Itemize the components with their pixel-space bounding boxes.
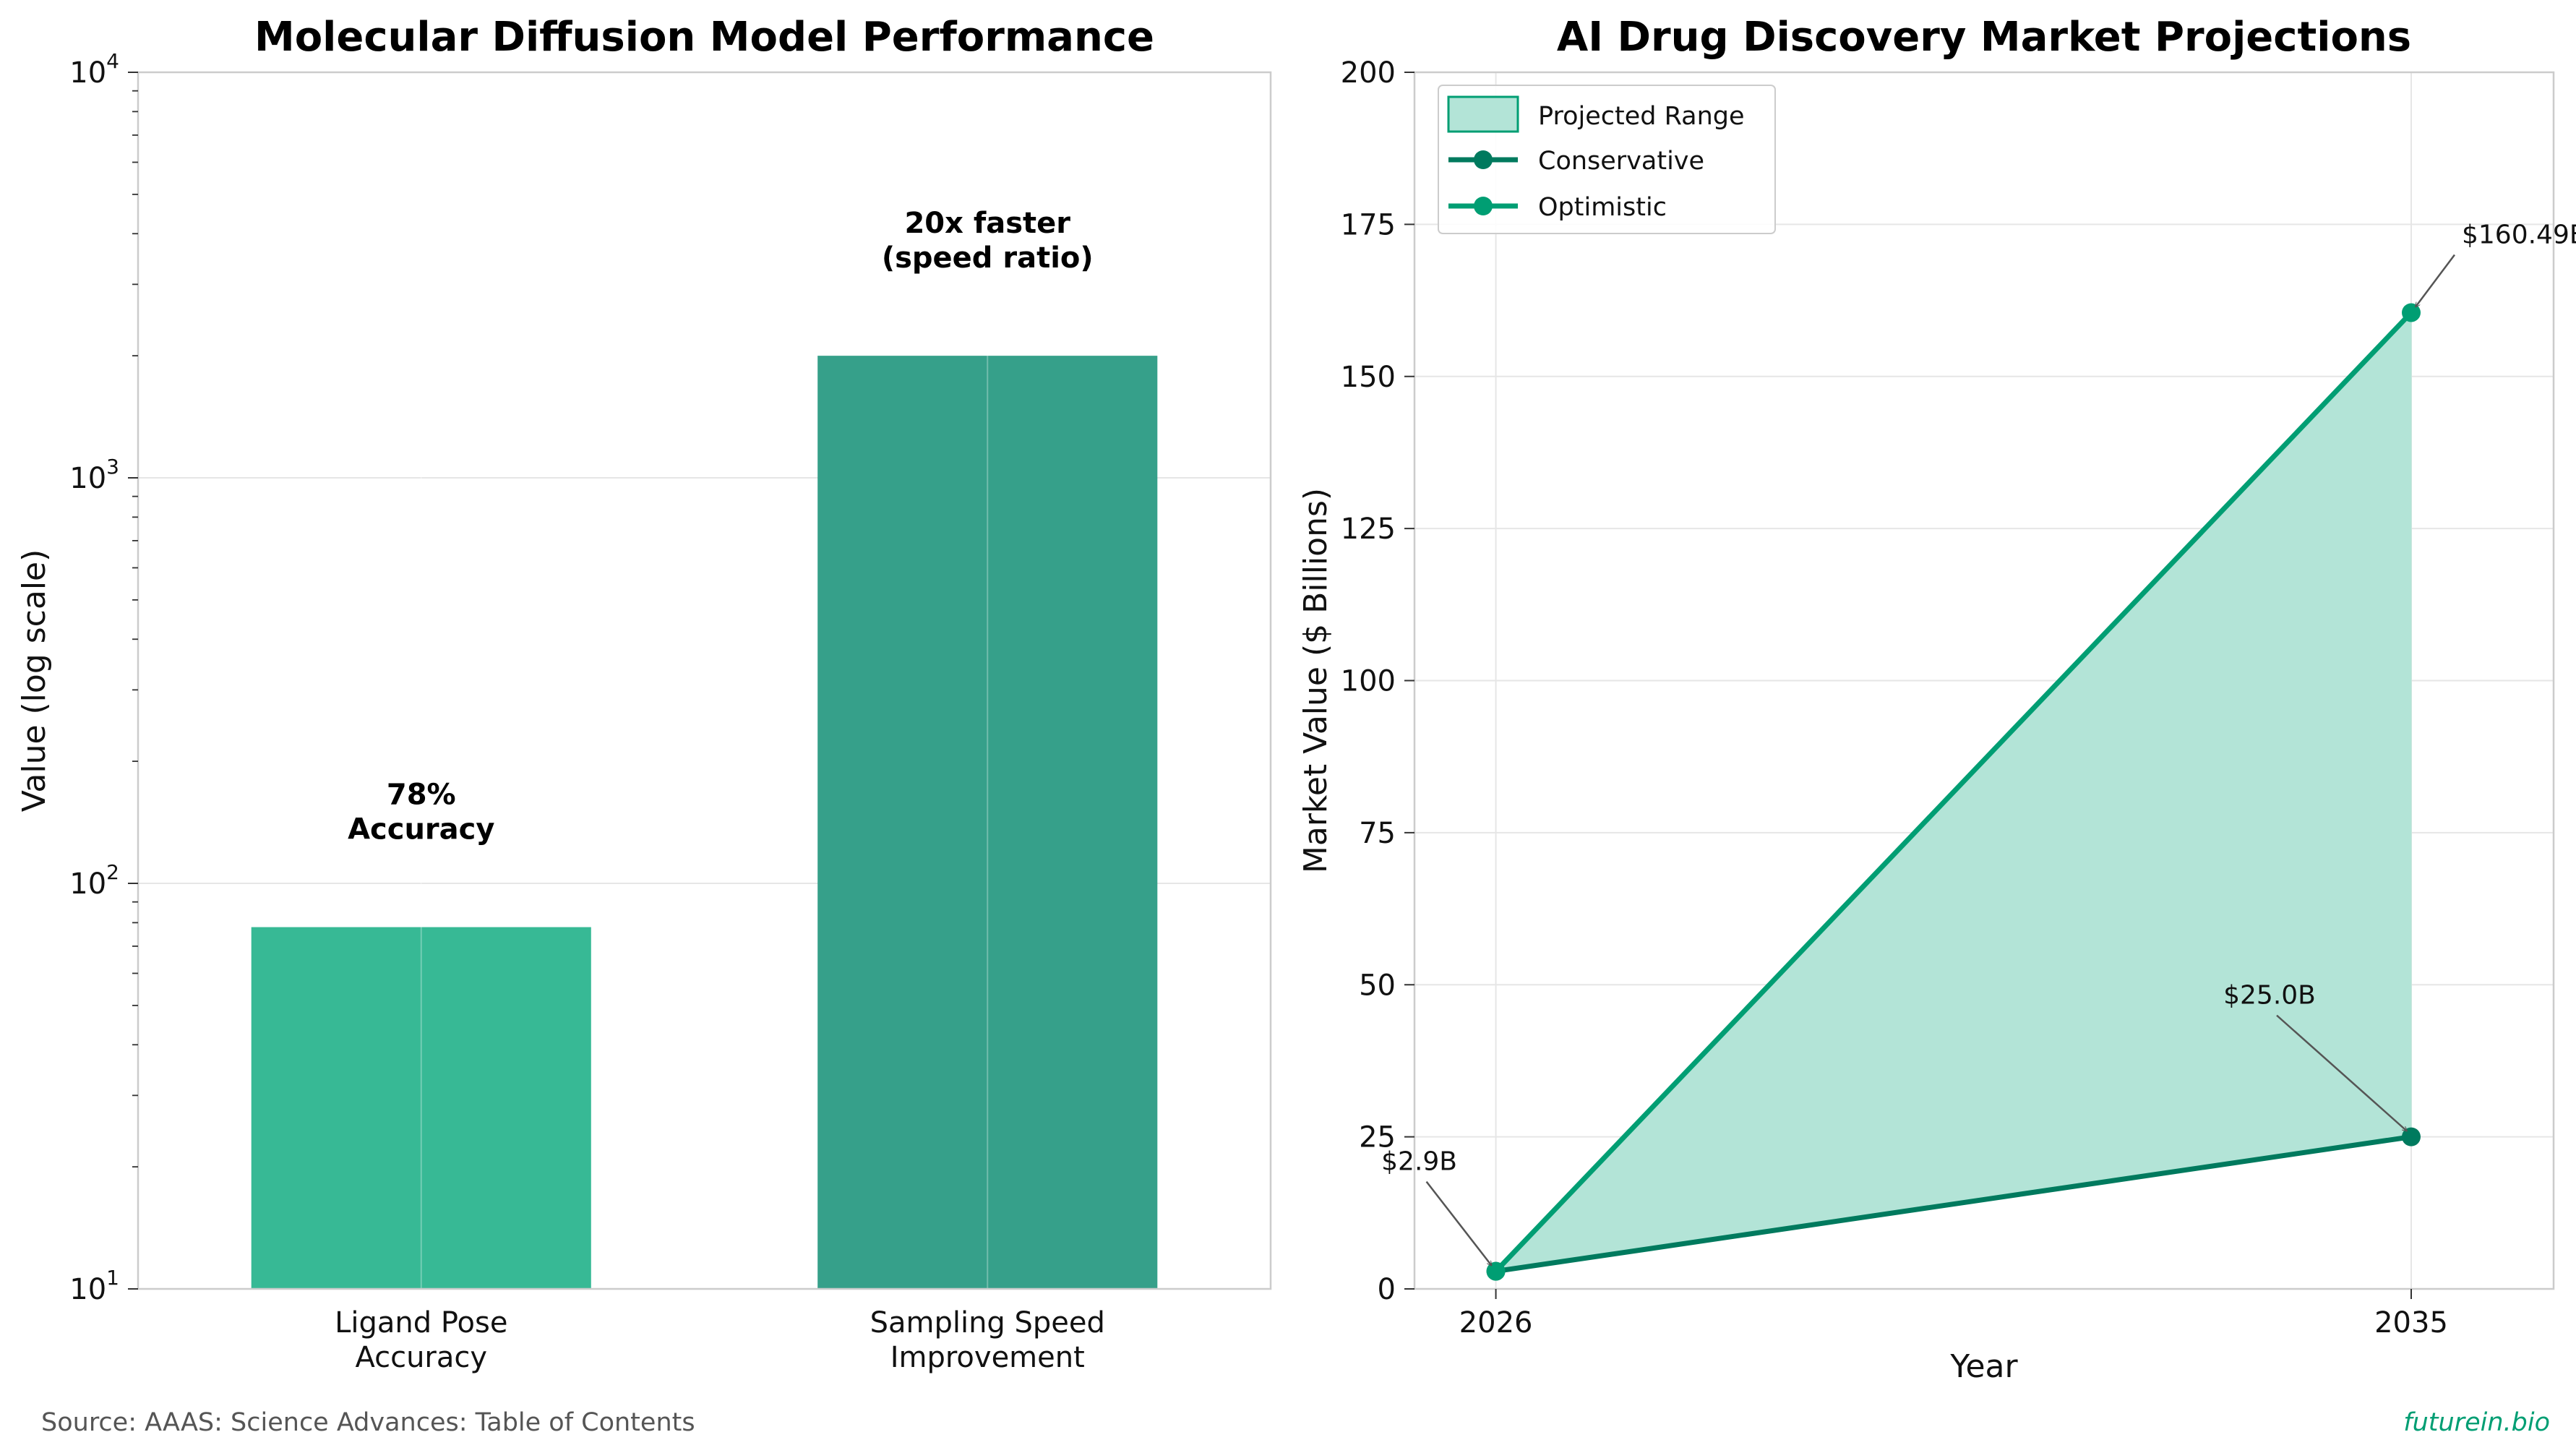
- data-point-conservative: [2402, 1127, 2421, 1146]
- legend-label: Optimistic: [1538, 193, 1667, 222]
- y-tick-label: 25: [1359, 1121, 1396, 1154]
- y-tick-label: 175: [1341, 208, 1396, 241]
- legend: [1438, 85, 1776, 234]
- y-tick-label: 103: [69, 455, 119, 495]
- y-axis-label: Market Value ($ Billions): [1297, 488, 1334, 873]
- bar-chart-panel: 101 102 103 104 Ligand Pose Accuracy Sampling …: [16, 14, 1272, 1374]
- x-tick-label: Ligand Pose Accuracy: [335, 1306, 507, 1374]
- y-tick-label: 200: [1341, 56, 1396, 90]
- x-axis-label: Year: [1949, 1348, 2018, 1385]
- bar: [817, 356, 1158, 1289]
- y-tick-label: 75: [1359, 817, 1396, 850]
- bar: [251, 927, 591, 1289]
- value-annotation: $160.49B: [2462, 220, 2576, 249]
- value-annotation: $2.9B: [1381, 1147, 1457, 1177]
- bar-annotation: 78% Accuracy: [348, 779, 494, 846]
- plot-frame: [137, 71, 1272, 1290]
- legend-swatch-marker: [1474, 197, 1493, 215]
- chart-title: AI Drug Discovery Market Projections: [1557, 14, 2411, 61]
- y-axis-label: Value (log scale): [16, 549, 53, 813]
- legend-label: Conservative: [1538, 147, 1704, 176]
- y-tick-label: 100: [1341, 665, 1396, 698]
- series-line-conservative: [1495, 1134, 2412, 1274]
- legend-swatch-range: [1447, 95, 1519, 133]
- bar-annotation: 20x faster (speed ratio): [882, 207, 1094, 275]
- data-point-optimistic: [2402, 303, 2421, 322]
- annotation-arrow: [2276, 1014, 2407, 1131]
- area-chart-panel: 0 25 50 75 100 125 150 175 200 2026 2035 $2.9B $25.0…: [1297, 14, 2576, 1385]
- y-tick-label: 102: [69, 860, 119, 901]
- legend-swatch-marker: [1474, 150, 1493, 169]
- y-tick-label: 150: [1341, 361, 1396, 394]
- value-annotation: $25.0B: [2223, 981, 2316, 1011]
- annotation-arrow: [1425, 1180, 1492, 1266]
- x-tick-label: Sampling Speed Improvement: [870, 1306, 1105, 1374]
- chart-title: Molecular Diffusion Model Performance: [254, 14, 1154, 61]
- y-tick-label: 104: [69, 49, 119, 90]
- y-tick-label: 50: [1359, 969, 1396, 1002]
- legend-label: Projected Range: [1538, 102, 1745, 131]
- data-point-optimistic: [1486, 1261, 1506, 1281]
- annotation-arrow: [2416, 254, 2455, 307]
- source-note: Source: AAAS: Science Advances: Table of…: [41, 1408, 695, 1437]
- y-tick-label: 101: [69, 1266, 119, 1306]
- x-tick-label: 2026: [1459, 1306, 1533, 1340]
- brand-label: futurein.bio: [2403, 1408, 2550, 1437]
- y-tick-label: 125: [1341, 513, 1396, 546]
- series-line-optimistic: [1494, 311, 2413, 1274]
- x-tick-label: 2035: [2374, 1306, 2448, 1340]
- y-tick-label: 0: [1378, 1273, 1396, 1306]
